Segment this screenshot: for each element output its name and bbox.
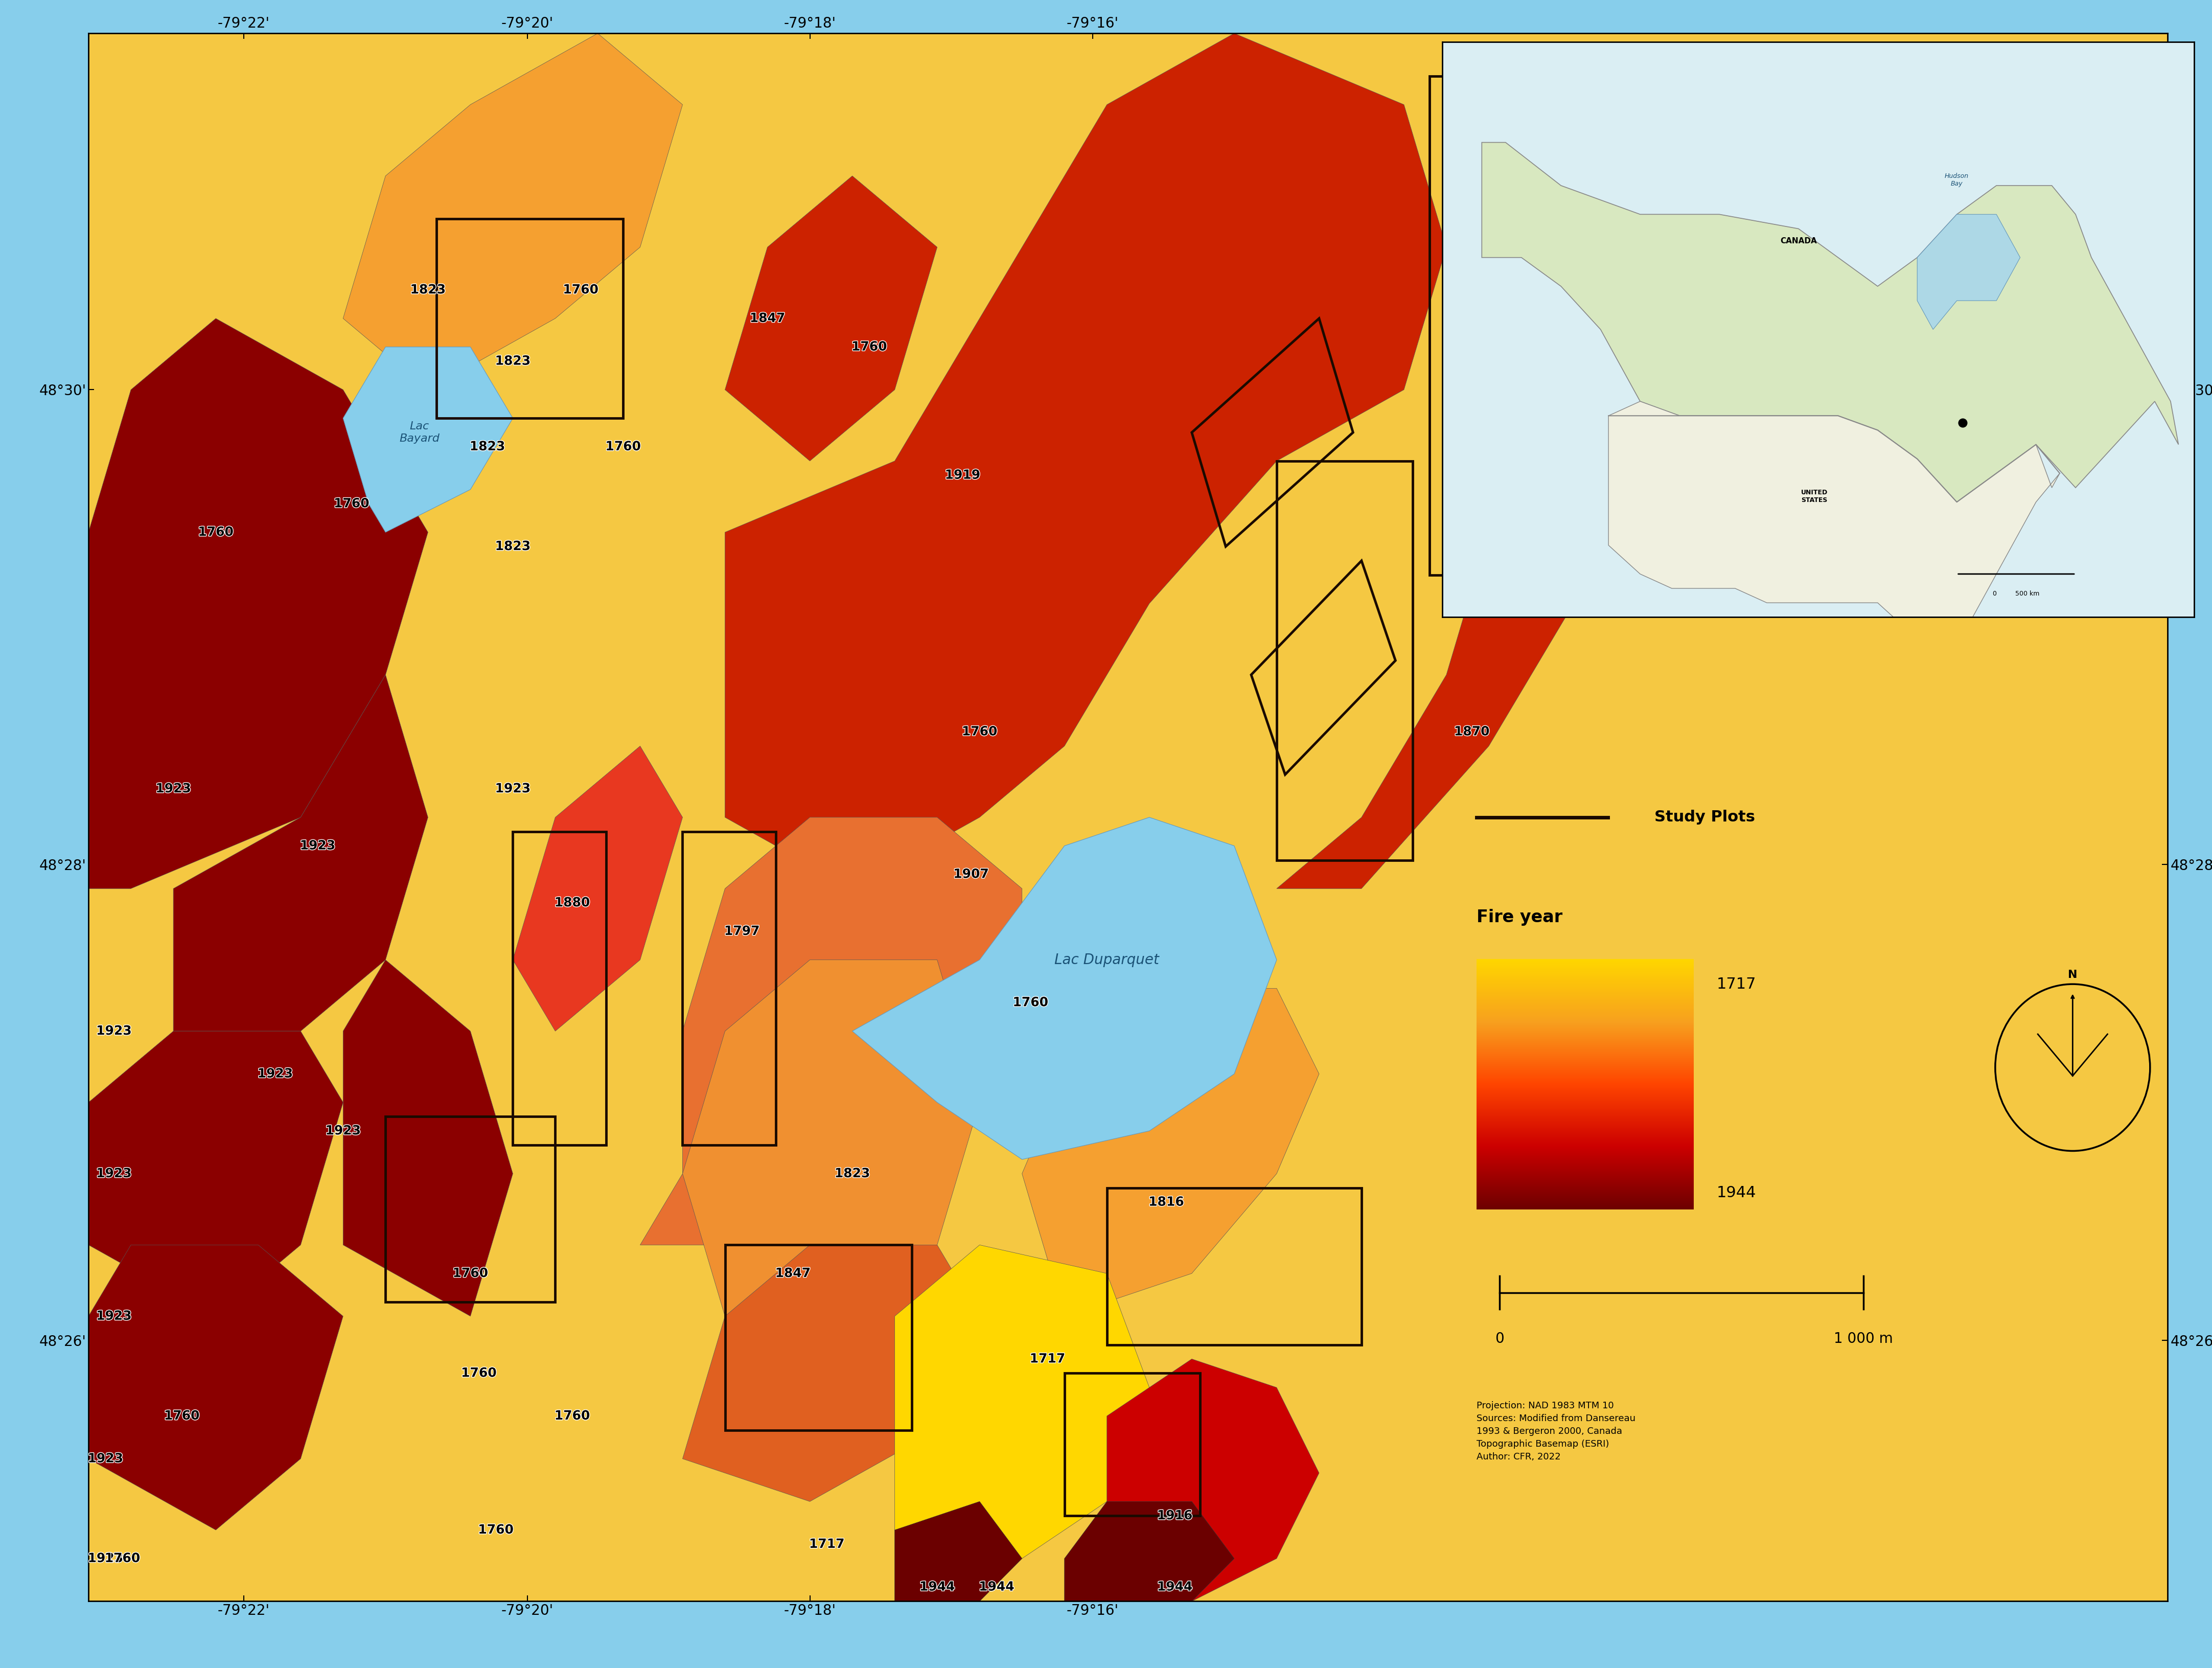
Text: 1944: 1944 — [1717, 1186, 1756, 1199]
Text: N: N — [2068, 969, 2077, 981]
Text: 1823: 1823 — [834, 1168, 869, 1179]
Bar — [436, 219, 624, 419]
Text: 1760: 1760 — [962, 726, 998, 737]
Text: Study Plots: Study Plots — [1655, 811, 1756, 824]
Text: 1823: 1823 — [495, 355, 531, 367]
Bar — [1276, 460, 1413, 861]
Polygon shape — [513, 746, 684, 1031]
Text: Fire year: Fire year — [1478, 909, 1562, 926]
Polygon shape — [1918, 215, 2020, 330]
Polygon shape — [684, 1244, 980, 1501]
Bar — [385, 1116, 555, 1303]
Text: 1717: 1717 — [1717, 977, 1756, 991]
Text: 1944: 1944 — [1157, 1581, 1192, 1593]
Text: 1923: 1923 — [155, 782, 190, 796]
Text: 1760: 1760 — [334, 497, 369, 510]
Polygon shape — [852, 817, 1276, 1159]
Text: 1847: 1847 — [750, 312, 785, 325]
Text: UNITED
STATES: UNITED STATES — [1801, 489, 1827, 504]
Text: 1823: 1823 — [469, 440, 504, 452]
Text: 1923: 1923 — [95, 1168, 133, 1179]
Polygon shape — [88, 1244, 343, 1530]
Bar — [1064, 1373, 1201, 1516]
Text: 1717: 1717 — [1029, 1353, 1066, 1364]
Polygon shape — [894, 1244, 1150, 1558]
Text: 1760: 1760 — [164, 1409, 199, 1423]
Text: 1870: 1870 — [1453, 726, 1489, 737]
Bar — [513, 832, 606, 1146]
Text: 1760: 1760 — [606, 440, 641, 452]
Polygon shape — [639, 817, 1022, 1244]
Bar — [726, 1244, 911, 1429]
Text: 1760: 1760 — [852, 340, 887, 354]
Text: 1847: 1847 — [774, 1268, 810, 1279]
Text: 1760: 1760 — [562, 284, 599, 295]
Text: 1916: 1916 — [1157, 1510, 1192, 1521]
Text: 1760: 1760 — [1013, 996, 1048, 1009]
Text: 1760: 1760 — [197, 525, 234, 539]
Bar — [1429, 77, 1531, 575]
Text: 1923: 1923 — [325, 1124, 361, 1138]
Bar — [684, 832, 776, 1146]
Text: Lac
Bayard: Lac Bayard — [400, 422, 440, 444]
Text: 1760: 1760 — [555, 1409, 591, 1423]
Polygon shape — [343, 347, 513, 532]
Text: 1944: 1944 — [978, 1581, 1015, 1593]
Polygon shape — [88, 1031, 343, 1316]
Text: 1907: 1907 — [953, 869, 989, 881]
Text: 1823: 1823 — [409, 284, 447, 295]
Polygon shape — [1276, 175, 1701, 889]
Text: Hudson
Bay: Hudson Bay — [1944, 173, 1969, 187]
Polygon shape — [684, 959, 980, 1316]
Polygon shape — [1106, 1359, 1318, 1601]
Text: 1923: 1923 — [88, 1453, 124, 1465]
Text: 1797: 1797 — [723, 926, 759, 937]
Polygon shape — [343, 33, 684, 390]
Text: 1 000 m: 1 000 m — [1834, 1331, 1893, 1346]
Text: 1823: 1823 — [495, 540, 531, 552]
Text: 1919: 1919 — [945, 469, 980, 482]
Text: 1880: 1880 — [555, 897, 591, 909]
Text: 1717: 1717 — [810, 1538, 845, 1550]
Polygon shape — [1022, 989, 1318, 1316]
Text: CANADA: CANADA — [1781, 237, 1816, 245]
Polygon shape — [1482, 142, 2179, 502]
Polygon shape — [173, 676, 427, 1031]
Text: 1760: 1760 — [104, 1553, 139, 1565]
Text: 1923: 1923 — [95, 1309, 133, 1323]
Text: 0: 0 — [1495, 1331, 1504, 1346]
Text: 1760: 1760 — [478, 1525, 513, 1536]
Text: 1923: 1923 — [495, 782, 531, 796]
Text: 1923: 1923 — [88, 1553, 124, 1565]
Polygon shape — [726, 175, 938, 460]
Text: Lac Duparquet: Lac Duparquet — [1055, 952, 1159, 967]
Text: 1816: 1816 — [1148, 1196, 1183, 1208]
Polygon shape — [88, 319, 427, 889]
Text: 1944: 1944 — [920, 1581, 956, 1593]
Text: 1760: 1760 — [453, 1268, 489, 1279]
Polygon shape — [1064, 1501, 1234, 1601]
Text: 1760: 1760 — [460, 1368, 498, 1379]
Text: 1923: 1923 — [257, 1068, 292, 1079]
Polygon shape — [343, 959, 513, 1316]
Bar — [1106, 1188, 1363, 1344]
Polygon shape — [1608, 402, 2059, 617]
Text: 1923: 1923 — [95, 1026, 133, 1037]
Polygon shape — [894, 1501, 1022, 1601]
Text: 0         500 km: 0 500 km — [1993, 590, 2039, 597]
Text: 1923: 1923 — [301, 839, 336, 852]
Text: Projection: NAD 1983 MTM 10
Sources: Modified from Dansereau
1993 & Bergeron 200: Projection: NAD 1983 MTM 10 Sources: Mod… — [1478, 1401, 1635, 1461]
Polygon shape — [726, 33, 1447, 889]
